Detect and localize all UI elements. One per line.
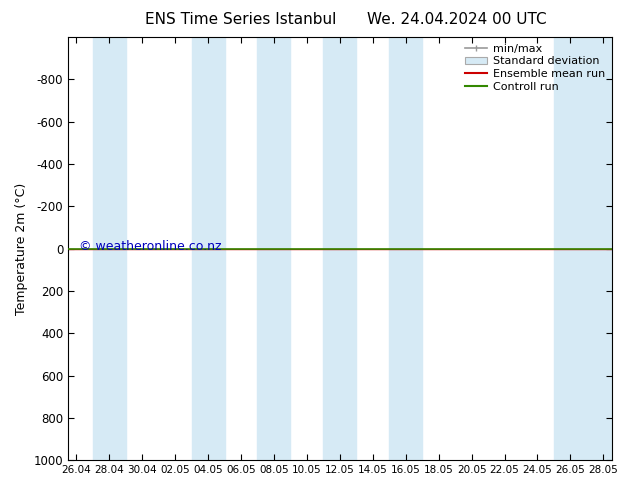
Bar bbox=[257, 37, 290, 460]
Legend: min/max, Standard deviation, Ensemble mean run, Controll run: min/max, Standard deviation, Ensemble me… bbox=[460, 39, 609, 97]
Bar bbox=[389, 37, 422, 460]
Bar bbox=[191, 37, 224, 460]
Bar bbox=[93, 37, 126, 460]
Text: © weatheronline.co.nz: © weatheronline.co.nz bbox=[79, 240, 221, 253]
Text: ENS Time Series Istanbul: ENS Time Series Istanbul bbox=[145, 12, 337, 27]
Bar bbox=[323, 37, 356, 460]
Bar bbox=[554, 37, 620, 460]
Text: We. 24.04.2024 00 UTC: We. 24.04.2024 00 UTC bbox=[366, 12, 547, 27]
Y-axis label: Temperature 2m (°C): Temperature 2m (°C) bbox=[15, 182, 28, 315]
